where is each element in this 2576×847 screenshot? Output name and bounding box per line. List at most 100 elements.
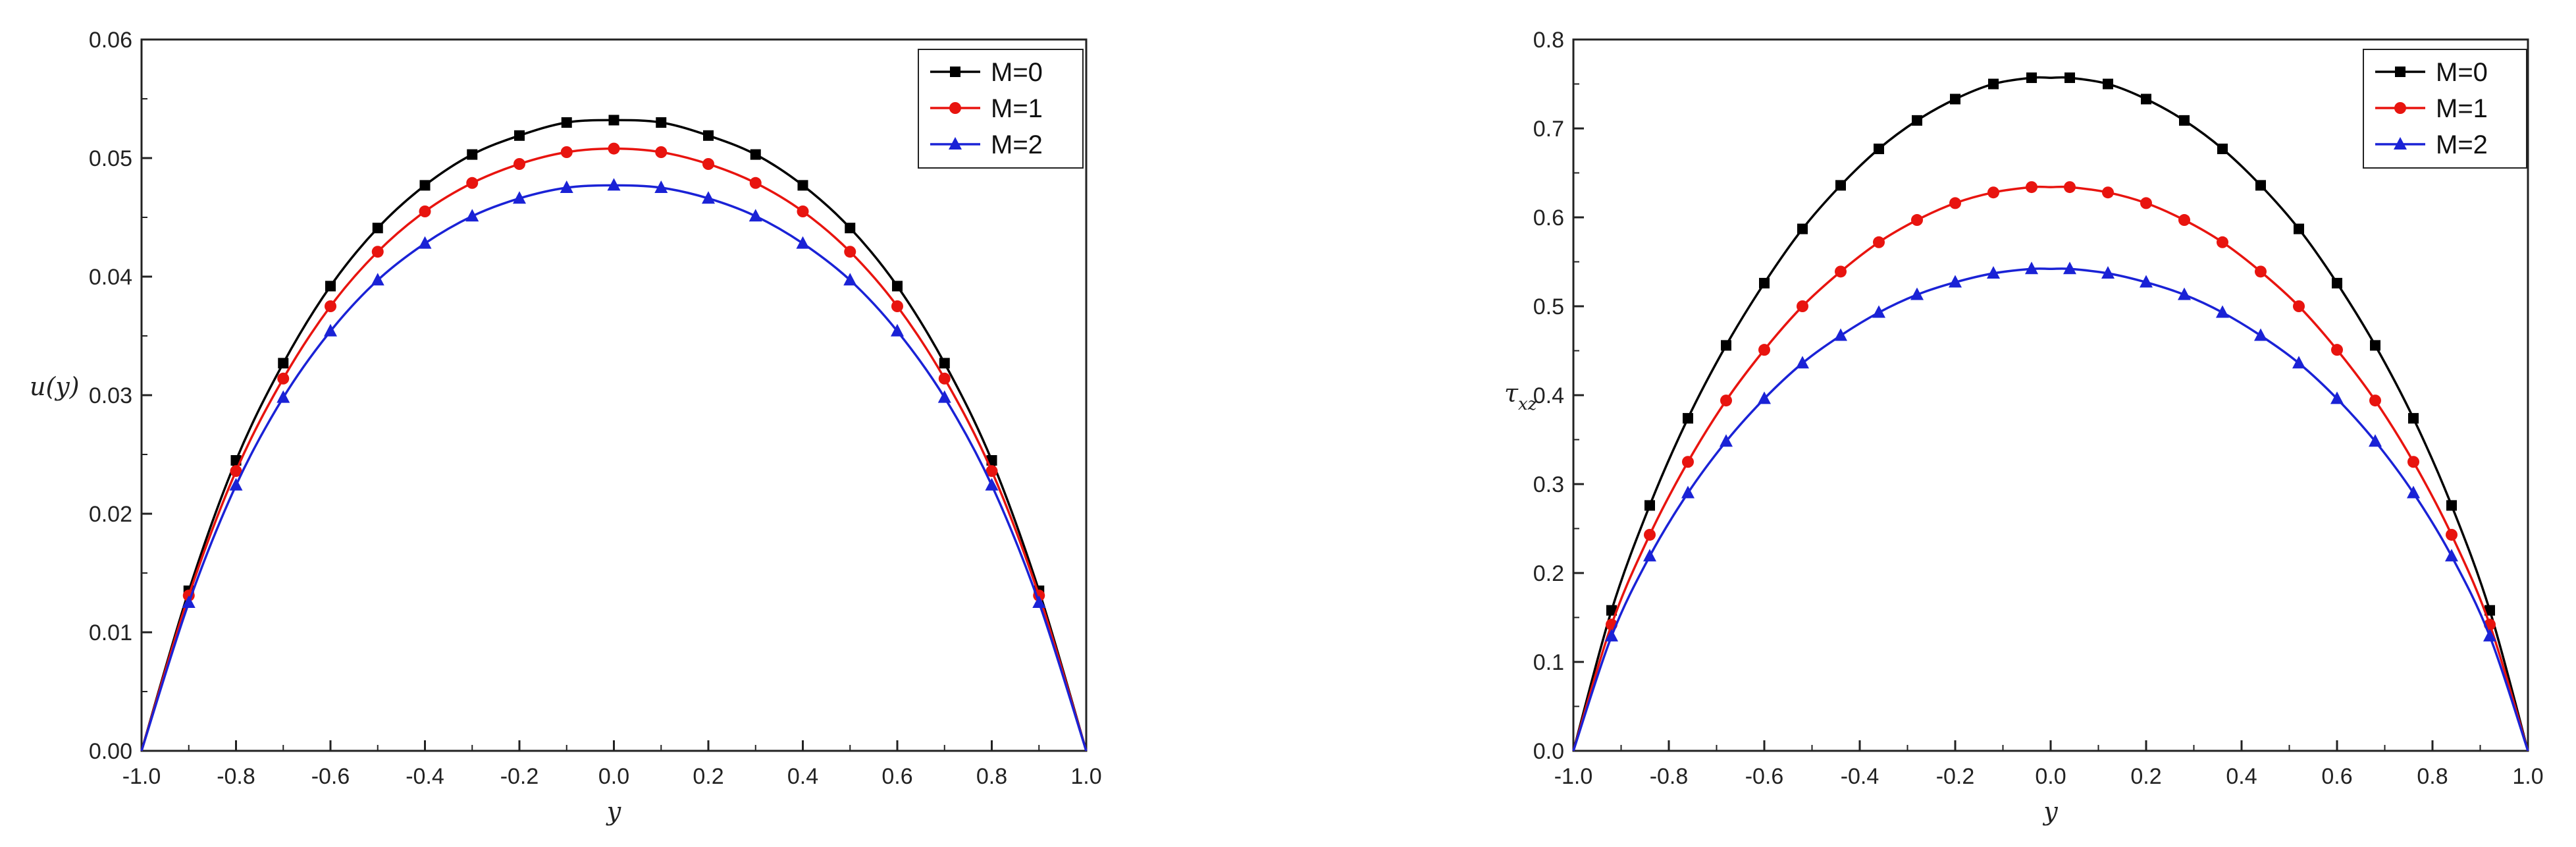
data-point — [1912, 115, 1922, 126]
data-point — [2407, 485, 2420, 499]
data-point — [797, 205, 809, 217]
data-point — [1759, 277, 1770, 288]
x-tick-label: 0.8 — [976, 764, 1007, 789]
data-point — [2254, 328, 2267, 341]
x-axis-label: y — [606, 797, 621, 826]
data-point — [2217, 144, 2228, 155]
data-point — [465, 209, 479, 222]
x-tick-label: 0.4 — [2226, 764, 2257, 789]
data-point — [655, 146, 668, 158]
data-point — [2026, 181, 2037, 194]
x-tick-label: -0.2 — [1936, 764, 1975, 789]
data-point — [2331, 344, 2343, 356]
data-point — [2255, 180, 2266, 191]
data-point — [1720, 395, 1732, 407]
data-point — [278, 358, 289, 369]
x-tick-label: 0.8 — [2417, 764, 2448, 789]
legend-label: M=2 — [991, 130, 1043, 159]
data-point — [1834, 328, 1847, 341]
data-point — [513, 158, 525, 170]
x-tick-label: 0.2 — [2130, 764, 2161, 789]
x-tick-label: -1.0 — [1554, 764, 1593, 789]
y-axis-label: τxz — [1504, 379, 1537, 414]
data-point — [276, 390, 290, 403]
data-point — [2178, 214, 2190, 227]
y-axis-label: u(y) — [30, 372, 80, 401]
data-point — [1644, 500, 1655, 511]
data-point — [2484, 605, 2495, 616]
legend-marker — [950, 67, 960, 77]
data-point — [1605, 628, 1618, 642]
data-point — [1911, 214, 1923, 227]
data-point — [2102, 186, 2114, 199]
data-point — [608, 142, 620, 155]
data-point — [2407, 456, 2419, 468]
x-tick-label: 0.6 — [881, 764, 912, 789]
data-point — [514, 130, 525, 141]
data-point — [1949, 275, 1962, 288]
x-tick-label: 0.4 — [787, 764, 818, 789]
series-m0 — [1572, 72, 2529, 751]
data-point — [1720, 434, 1733, 447]
y-tick-label: 0.1 — [1533, 650, 1564, 675]
data-point — [749, 177, 762, 189]
data-point — [419, 180, 431, 191]
legend-label: M=1 — [991, 94, 1043, 123]
data-point — [1644, 528, 1656, 541]
y-tick-label: 0.5 — [1533, 294, 1564, 319]
data-point — [2101, 266, 2115, 279]
series-m2 — [1572, 261, 2529, 751]
data-point — [2445, 549, 2458, 562]
data-point — [2179, 115, 2190, 126]
series-line — [140, 119, 1088, 751]
series-m1 — [1572, 181, 2529, 751]
data-point — [2369, 395, 2381, 407]
data-point — [1987, 266, 2000, 279]
data-point — [1873, 236, 1885, 248]
data-point — [561, 117, 572, 128]
data-point — [1683, 413, 1693, 424]
y-tick-label: 0.4 — [1533, 383, 1564, 408]
data-point — [1758, 344, 1770, 356]
y-tick-label: 0.03 — [89, 383, 132, 408]
legend-label: M=0 — [991, 58, 1043, 87]
data-point — [418, 236, 432, 249]
y-tick-label: 0.00 — [89, 739, 132, 764]
data-point — [1682, 456, 1694, 468]
y-tick-label: 0.8 — [1533, 28, 1564, 53]
data-point — [182, 595, 196, 608]
data-point — [2369, 434, 2382, 447]
data-point — [325, 281, 336, 292]
y-tick-label: 0.7 — [1533, 117, 1564, 142]
data-point — [1797, 300, 1808, 312]
chart-shear-stress-profile: -1.0 -0.8 -0.6 -0.4 -0.2 0.0 0.2 0.4 0.6 0.8 1.0 0.… — [1504, 28, 2544, 826]
x-tick-label: 1.0 — [1070, 764, 1101, 789]
data-point — [2178, 287, 2191, 300]
series-m0 — [140, 115, 1088, 751]
data-point — [1950, 94, 1960, 105]
legend-marker — [2395, 67, 2405, 77]
data-point — [703, 130, 714, 141]
data-point — [2216, 305, 2229, 318]
data-point — [750, 149, 761, 160]
y-tick-label: 0.01 — [89, 620, 132, 645]
series-m2 — [140, 178, 1088, 751]
data-point — [2408, 413, 2419, 424]
y-tick-label: 0.0 — [1533, 739, 1564, 764]
data-point — [2483, 628, 2496, 642]
chart-velocity-profile: -1.0 -0.8 -0.6 -0.4 -0.2 0.0 0.2 0.4 0.6 0.8 1.0 0.… — [30, 28, 1102, 826]
y-tick-label: 0.06 — [89, 28, 132, 53]
x-tick-label: 0.0 — [598, 764, 629, 789]
y-tick-label: 0.02 — [89, 502, 132, 527]
x-tick-label: -1.0 — [122, 764, 161, 789]
data-point — [371, 273, 384, 286]
x-tick-label: -0.8 — [1650, 764, 1689, 789]
data-point — [2217, 236, 2228, 248]
legend: M=0 M=1 M=2 — [918, 49, 1084, 169]
data-point — [937, 390, 951, 403]
x-tick-label: -0.4 — [406, 764, 444, 789]
data-point — [656, 117, 667, 128]
data-point — [1874, 144, 1884, 155]
data-point — [607, 178, 621, 191]
data-point — [892, 281, 903, 292]
